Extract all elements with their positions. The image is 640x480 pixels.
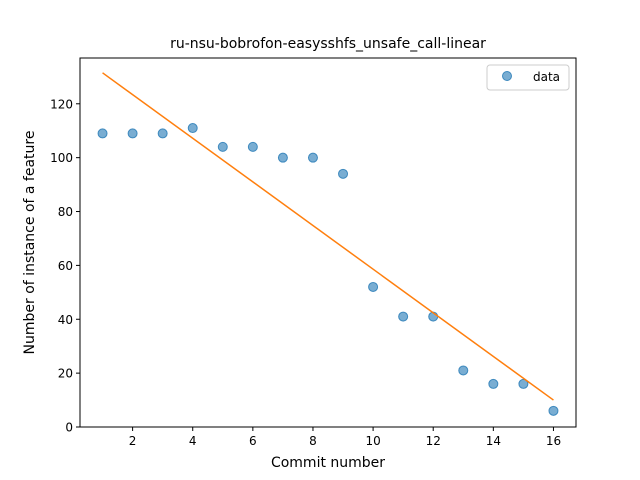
data-point — [217, 141, 228, 152]
data-point — [548, 405, 559, 416]
data-point — [458, 365, 469, 376]
x-tick-label: 12 — [426, 434, 441, 448]
y-tick-label: 120 — [50, 97, 73, 111]
axes-frame — [79, 57, 577, 428]
x-tick-label: 6 — [249, 434, 257, 448]
chart-title: ru-nsu-bobrofon-easysshfs_unsafe_call-li… — [170, 36, 486, 52]
data-point — [338, 168, 349, 179]
axes: 2 4 6 8 10 12 14 16 0 20 40 60 80 100 120 — [50, 57, 577, 448]
x-axis-label: Commit number — [271, 455, 385, 471]
legend-label-data: data — [533, 70, 560, 84]
data-point — [488, 378, 499, 389]
legend-marker-data — [502, 71, 512, 81]
data-point — [97, 128, 108, 139]
y-tick-label: 60 — [58, 259, 73, 273]
data-layer — [97, 72, 559, 416]
x-tick-label: 8 — [309, 434, 317, 448]
data-point — [187, 123, 198, 134]
data-point — [307, 152, 318, 163]
x-tick-label: 16 — [546, 434, 561, 448]
y-axis-label: Number of instance of a feature — [22, 131, 38, 355]
data-point — [518, 378, 529, 389]
legend: data — [486, 64, 570, 91]
y-tick-label: 40 — [58, 313, 73, 327]
y-tick-label: 100 — [50, 151, 73, 165]
plot-background — [80, 58, 576, 427]
data-point — [277, 152, 288, 163]
x-tick-label: 2 — [129, 434, 137, 448]
data-point — [157, 128, 168, 139]
x-tick-label: 10 — [365, 434, 380, 448]
x-tick-label: 4 — [189, 434, 197, 448]
y-tick-label: 80 — [58, 205, 73, 219]
y-tick-label: 20 — [58, 367, 73, 381]
y-tick-label: 0 — [65, 421, 73, 435]
data-point — [127, 128, 138, 139]
x-tick-label: 14 — [486, 434, 501, 448]
data-point — [368, 281, 379, 292]
data-point — [398, 311, 409, 322]
fit-line — [102, 72, 554, 401]
data-point — [247, 141, 258, 152]
